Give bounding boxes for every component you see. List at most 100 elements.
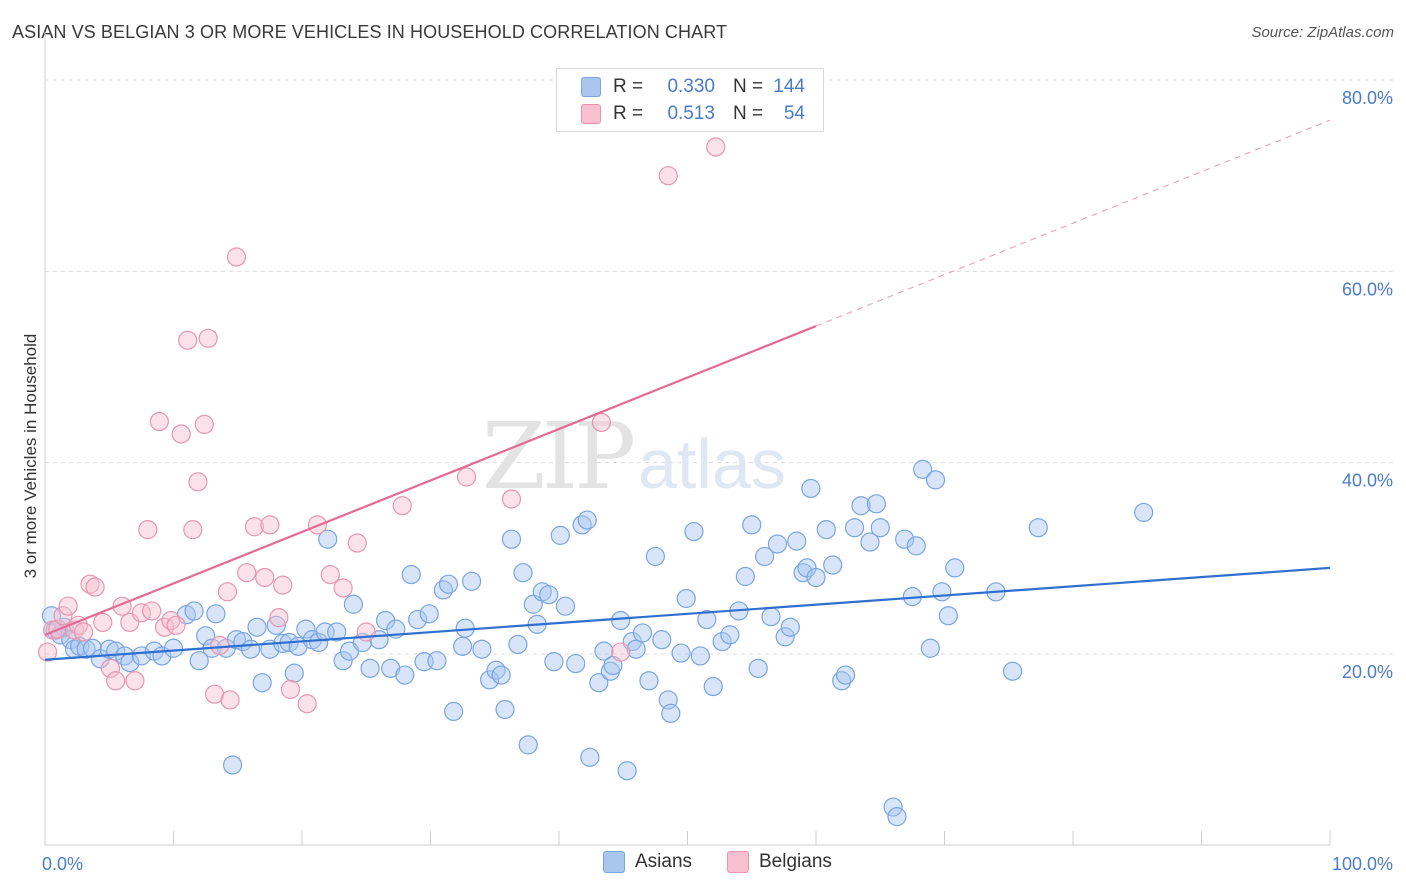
r-label: R =	[613, 76, 644, 97]
data-point	[85, 577, 105, 597]
data-point	[870, 518, 890, 538]
data-point	[260, 515, 280, 535]
data-point	[658, 166, 678, 186]
data-point	[93, 612, 113, 633]
data-point	[163, 638, 184, 658]
data-point	[626, 639, 646, 659]
data-point	[106, 671, 126, 691]
data-point	[720, 625, 740, 645]
data-point	[138, 520, 158, 540]
legend-item-asians[interactable]: Asians	[603, 851, 692, 873]
data-point	[142, 601, 162, 621]
data-point	[408, 609, 428, 630]
watermark: ZIP atlas	[482, 403, 786, 510]
data-point	[671, 643, 691, 663]
data-point	[589, 673, 609, 693]
watermark-zip: ZIP	[482, 403, 633, 510]
data-point	[472, 639, 492, 659]
data-point	[652, 630, 672, 650]
data-point	[297, 694, 317, 714]
data-point	[125, 671, 145, 691]
data-point	[844, 518, 865, 538]
trend-line-asians	[44, 566, 1331, 661]
data-point	[255, 567, 275, 588]
gridlines	[45, 79, 1393, 655]
data-point	[198, 328, 218, 348]
data-point	[438, 574, 459, 594]
belgians-legend-swatch	[727, 851, 749, 873]
data-point	[183, 520, 203, 540]
legend-item-belgians[interactable]: Belgians	[727, 851, 832, 873]
data-point	[495, 699, 515, 720]
x-tick-label-min: 0.0%	[42, 854, 83, 874]
data-point	[887, 807, 907, 827]
y-tick-label: 20.0%	[1342, 662, 1393, 682]
data-point	[237, 563, 257, 583]
data-point	[244, 517, 265, 537]
data-point	[645, 546, 665, 567]
data-point	[594, 641, 614, 661]
y-tick-label: 80.0%	[1342, 88, 1393, 108]
data-point	[611, 642, 631, 662]
data-point	[851, 496, 871, 516]
data-point	[1003, 661, 1023, 681]
data-point	[220, 690, 240, 710]
data-point	[100, 658, 121, 678]
data-point	[401, 564, 421, 585]
data-point	[166, 615, 186, 635]
data-point	[555, 596, 576, 616]
data-point	[591, 412, 612, 433]
n-value: 54	[783, 103, 805, 124]
data-point	[247, 617, 267, 637]
data-point	[1028, 518, 1048, 538]
data-point	[184, 601, 204, 621]
axes	[44, 32, 1331, 846]
data-point	[347, 533, 367, 553]
data-point	[761, 607, 781, 627]
data-point	[80, 574, 100, 594]
asians-legend-swatch	[603, 851, 625, 873]
data-point	[223, 755, 243, 775]
data-point	[611, 610, 631, 631]
data-point	[544, 652, 564, 672]
stats-legend-row-asians: R = 0.330 N = 144	[581, 74, 805, 100]
data-point	[501, 489, 522, 509]
data-point	[697, 609, 717, 630]
data-point	[945, 558, 965, 578]
chart-title: ASIAN VS BELGIAN 3 OR MORE VEHICLES IN H…	[12, 22, 728, 42]
data-point	[53, 606, 73, 626]
data-point	[748, 658, 768, 678]
data-point	[925, 470, 946, 490]
data-point	[508, 634, 528, 655]
stats-legend: R = 0.330 N = 144 R = 0.513 N = 54	[556, 68, 824, 132]
data-point	[427, 651, 447, 671]
data-point	[712, 631, 732, 652]
data-point	[360, 658, 380, 678]
data-point	[284, 663, 304, 683]
data-point	[883, 797, 903, 817]
data-point	[266, 615, 286, 635]
data-point	[444, 701, 464, 722]
data-point	[866, 494, 886, 514]
data-point	[149, 411, 169, 432]
data-point	[617, 761, 637, 781]
data-point	[501, 529, 522, 549]
data-point	[327, 622, 347, 642]
data-point	[566, 653, 586, 674]
data-point	[392, 496, 412, 516]
data-point	[860, 532, 880, 552]
data-point	[895, 529, 915, 549]
data-point	[676, 588, 696, 609]
data-point	[491, 665, 511, 685]
data-point	[816, 520, 836, 540]
n-label: N =	[733, 103, 764, 124]
data-point	[780, 617, 800, 637]
series-asians-points	[41, 459, 1154, 827]
data-point	[932, 582, 952, 602]
data-point	[210, 635, 230, 655]
data-point	[787, 531, 807, 551]
data-point	[280, 679, 301, 699]
legend-label-asians: Asians	[635, 851, 693, 872]
chart-source: Source: ZipAtlas.com	[1251, 24, 1394, 41]
